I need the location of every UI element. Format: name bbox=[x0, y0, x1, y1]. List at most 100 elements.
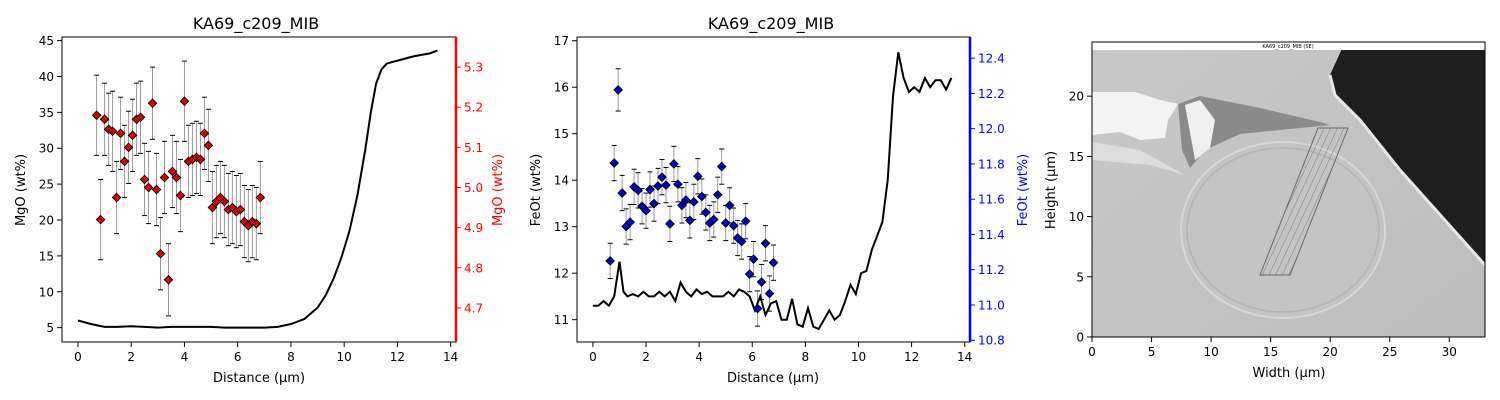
mgo-errorbars bbox=[94, 60, 263, 317]
sem-axis-ticks: 0 5 10 15 20 25 30 0 5 10 15 20 bbox=[1069, 90, 1457, 359]
mgo-xtick-label: 4 bbox=[181, 350, 189, 364]
mgo-ytick-label: 15 bbox=[39, 249, 54, 263]
mgo-point bbox=[219, 196, 230, 207]
feo-xtick-label: 8 bbox=[802, 350, 810, 364]
feo-point bbox=[665, 219, 675, 229]
feo-errorbars bbox=[607, 68, 776, 327]
feo-ytick-label: 16 bbox=[554, 81, 569, 95]
mgo-point bbox=[111, 192, 122, 203]
feo-xtick-label: 6 bbox=[748, 350, 756, 364]
feo-point bbox=[724, 200, 735, 211]
feo-xtick-label: 14 bbox=[957, 350, 972, 364]
feo-ylabel-right: FeOt (wt%) bbox=[1016, 154, 1031, 226]
feo-xtick-label: 10 bbox=[851, 350, 866, 364]
feo-point bbox=[708, 214, 719, 225]
feo-ytick-right-label: 12.2 bbox=[978, 87, 1005, 101]
mgo-point bbox=[91, 110, 102, 121]
feo-point bbox=[696, 191, 707, 202]
feo-chart-title: KA69_c209_MIB bbox=[708, 14, 834, 34]
sem-ytick-label: 5 bbox=[1076, 270, 1084, 284]
feo-ytick-right-label: 11.8 bbox=[978, 157, 1005, 171]
mgo-point bbox=[255, 192, 266, 203]
feo-point bbox=[673, 179, 683, 190]
mgo-point bbox=[115, 128, 126, 139]
mgo-ytick-label: 45 bbox=[39, 34, 54, 48]
feo-ytick-label: 13 bbox=[554, 220, 569, 234]
sem-xlabel: Width (µm) bbox=[1253, 366, 1326, 381]
feo-point bbox=[716, 161, 727, 172]
feo-point bbox=[744, 269, 755, 279]
feo-point bbox=[625, 217, 635, 227]
feo-ytick-right-label: 11.6 bbox=[978, 193, 1005, 207]
sem-xtick-label: 0 bbox=[1088, 345, 1096, 359]
mgo-point bbox=[195, 154, 206, 165]
mgo-point bbox=[155, 248, 166, 259]
mgo-xtick-label: 12 bbox=[390, 350, 405, 364]
sem-image-title: KA69_c209_MIB (SE) bbox=[1262, 44, 1313, 50]
mgo-ylabel-right: MgO (wt%) bbox=[491, 154, 506, 226]
feo-point bbox=[649, 198, 659, 209]
mgo-point bbox=[107, 126, 118, 137]
feo-ytick-right-label: 12.4 bbox=[978, 52, 1005, 66]
feo-point bbox=[689, 197, 699, 207]
mgo-plot-frame bbox=[61, 36, 457, 343]
mgo-point bbox=[143, 182, 154, 193]
feo-xlabel: Distance (µm) bbox=[727, 371, 819, 386]
mgo-ytick-label: 10 bbox=[39, 285, 54, 299]
feo-ytick-right-label: 11.0 bbox=[978, 298, 1005, 312]
sem-ytick-label: 10 bbox=[1069, 210, 1084, 224]
mgo-ytick-label: 20 bbox=[39, 214, 54, 228]
feo-point bbox=[748, 254, 759, 264]
mgo-ytick-right-label: 5.2 bbox=[464, 101, 483, 115]
mgo-points bbox=[91, 96, 266, 285]
feo-point bbox=[617, 188, 627, 198]
mgo-panel: KA69_c209_MIB 0 2 4 6 8 10 12 14 5 10 15 20 25 30 35 40… bbox=[14, 14, 506, 386]
mgo-point bbox=[179, 96, 190, 107]
sem-frame bbox=[1091, 41, 1486, 338]
sem-xtick-label: 10 bbox=[1203, 345, 1218, 359]
mgo-point bbox=[203, 140, 214, 151]
mgo-point bbox=[207, 202, 218, 213]
mgo-chart-title: KA69_c209_MIB bbox=[193, 14, 319, 34]
mgo-point bbox=[99, 114, 110, 125]
feo-xtick-label: 0 bbox=[589, 350, 597, 364]
feo-point bbox=[700, 207, 711, 218]
mgo-point bbox=[167, 166, 178, 177]
feo-xtick-label: 4 bbox=[695, 350, 703, 364]
feo-point bbox=[661, 180, 671, 190]
mgo-point bbox=[199, 128, 210, 139]
mgo-ytick-label: 40 bbox=[39, 70, 54, 84]
mgo-ytick-right-label: 4.7 bbox=[464, 301, 483, 315]
sem-image: KA69_c209_MIB (SE) bbox=[1092, 42, 1485, 337]
feo-ytick-label: 11 bbox=[554, 313, 569, 327]
feo-points bbox=[605, 85, 779, 314]
mgo-point bbox=[159, 172, 170, 183]
sem-ylabel: Height (µm) bbox=[1044, 151, 1059, 229]
feo-xtick-label: 2 bbox=[642, 350, 650, 364]
feo-point bbox=[692, 171, 703, 182]
mgo-ytick-label: 25 bbox=[39, 178, 54, 192]
mgo-ytick-right-label: 5.3 bbox=[464, 61, 483, 75]
mgo-point bbox=[123, 142, 134, 153]
feo-point bbox=[633, 185, 643, 196]
mgo-point bbox=[175, 190, 186, 201]
feo-point bbox=[736, 236, 747, 247]
mgo-ytick-label: 30 bbox=[39, 142, 54, 156]
mgo-xtick-label: 14 bbox=[443, 350, 458, 364]
feo-point bbox=[720, 218, 731, 228]
feo-xtick-label: 12 bbox=[904, 350, 919, 364]
feo-point bbox=[752, 303, 763, 314]
feo-point bbox=[728, 220, 739, 231]
mgo-xlabel: Distance (µm) bbox=[213, 371, 305, 386]
feo-ytick-label: 14 bbox=[554, 174, 569, 188]
feo-ytick-right-label: 10.8 bbox=[978, 334, 1005, 348]
feo-point bbox=[768, 257, 779, 268]
sem-xtick-label: 5 bbox=[1148, 345, 1156, 359]
feo-point bbox=[677, 200, 687, 211]
feo-point bbox=[764, 288, 775, 299]
feo-point bbox=[613, 85, 623, 95]
feo-point bbox=[712, 189, 723, 200]
feo-ytick-right-label: 11.2 bbox=[978, 263, 1005, 277]
feo-point bbox=[669, 159, 679, 169]
